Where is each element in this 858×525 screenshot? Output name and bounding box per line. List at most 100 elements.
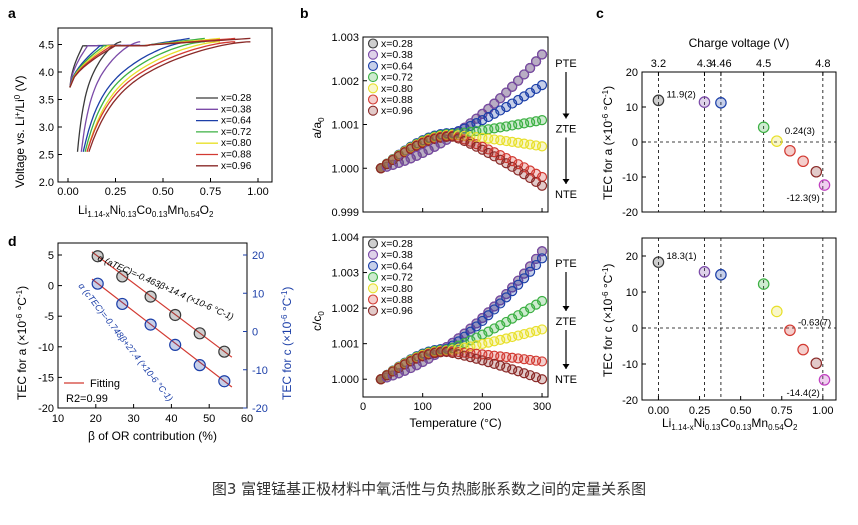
a-discharge-curve <box>88 41 251 153</box>
panel-b-top-point <box>381 161 392 172</box>
panel-b-bottom-point <box>513 330 524 341</box>
c-top-axis-title: Charge voltage (V) <box>689 36 790 50</box>
c-xlabel: Li1.14-xNi0.13Co0.13Mn0.54O2 <box>662 416 798 432</box>
legend-label: x=0.72 <box>381 272 413 284</box>
panel-b-bottom-xlabel: Temperature (°C) <box>409 416 501 430</box>
panel-b-bottom-annotation: NTE <box>555 374 577 386</box>
panel-label: b <box>300 5 309 21</box>
panel-c-bottom-point <box>797 343 809 356</box>
d-fit-line-a <box>91 251 233 358</box>
d-equation-a: α (aTEC)=-0.463β+14.4 (×10-6 °C-1) <box>96 253 235 322</box>
c-xtick-label: 0.50 <box>730 405 751 417</box>
c-top-tick-label: 4.46 <box>710 58 731 70</box>
panel-b-bottom-point <box>530 372 542 383</box>
panel-label: c <box>596 5 604 21</box>
panel-c-bottom-y-tick-label: 10 <box>626 287 638 299</box>
panel-b-top-point <box>501 87 512 98</box>
panel-b-bottom-point <box>536 253 548 264</box>
panel-c-bottom: -20 -10 0 10 20 0.00 0.25 0.50 0.75 1.00 Li1.14-xN… <box>601 237 837 432</box>
legend-marker <box>367 272 379 283</box>
panel-c-top-point <box>652 94 665 107</box>
panel-b-top-point <box>530 56 542 67</box>
panel-b-top-point <box>489 108 500 119</box>
panel-c-top-point <box>757 121 770 134</box>
d-yright-tick-label: 10 <box>252 288 264 300</box>
panel-b-bottom-point <box>489 336 500 347</box>
panel-b-bottom-point <box>530 259 542 271</box>
legend-label: x=0.88 <box>221 150 252 161</box>
panel-c-bottom-point <box>698 266 711 278</box>
panel-b-top-point <box>513 165 524 176</box>
panel-b-bottom-xtick-label: 200 <box>473 401 491 413</box>
panel-b-bottom-point <box>483 307 494 318</box>
legend-marker <box>367 294 379 305</box>
panel-b-bottom-point <box>501 316 512 328</box>
panel-c-top-point-label: 11.9(2) <box>666 89 695 100</box>
legend-marker <box>367 260 379 271</box>
panel-b-bottom-point <box>524 266 536 277</box>
panel-a: a 0.00 0.25 0.50 0.75 1.00 2.0 2.5 3.0 3.5 4.0 4.5 L… <box>8 5 273 219</box>
a-x-tick-label: 1.00 <box>247 186 268 198</box>
panel-b-top-point <box>536 171 548 183</box>
panel-c-bottom-y-tick-label: 0 <box>632 323 638 335</box>
a-y-tick-label: 4.0 <box>39 67 54 79</box>
d-yleft-tick-label: -5 <box>44 311 54 323</box>
legend-label: x=0.28 <box>381 238 413 250</box>
panel-b-top-point <box>507 81 518 92</box>
panel-b-bottom-point <box>495 298 506 309</box>
panel-b-bottom-point <box>536 324 548 335</box>
panel-b-top-point <box>411 150 422 161</box>
d-yleft-tick-label: -20 <box>38 403 54 415</box>
d-point-c <box>144 318 157 331</box>
panel-b-bottom-y-tick-label: 1.004 <box>331 232 359 244</box>
panel-b-bottom-point <box>459 350 470 361</box>
d-fit-line-c <box>91 278 233 388</box>
panel-b-bottom-xtick-label: 0 <box>360 401 366 413</box>
panel-b-top-annotation: ZTE <box>556 124 577 136</box>
d-point-a <box>169 308 182 322</box>
d-yright-tick-label: -20 <box>252 403 268 415</box>
panel-c-top-point-label: -12.3(9) <box>786 193 819 204</box>
panel-b-top-point <box>483 111 494 123</box>
panel-b-bottom-xtick-label: 300 <box>533 401 551 413</box>
panel-b-top-point <box>507 161 518 172</box>
d-xtick-label: 50 <box>203 413 215 425</box>
panel-b-bottom-point <box>536 295 548 307</box>
legend-label: x=0.80 <box>381 283 413 295</box>
d-xtick-label: 30 <box>127 413 139 425</box>
panel-b-bottom-point <box>524 327 536 338</box>
d-point-a <box>116 270 129 283</box>
d-xtick-label: 40 <box>165 413 177 425</box>
a-discharge-curve <box>82 41 190 152</box>
panel-b-bottom-point <box>507 331 518 343</box>
panel-b-bottom-y-tick-label: 1.003 <box>331 268 359 280</box>
panel-c-bottom-ylabel: TEC for c (×10-6 °C-1) <box>601 264 615 377</box>
panel-c-top-y-tick-label: 20 <box>626 67 638 79</box>
legend-label: x=0.38 <box>221 104 252 115</box>
panel-c-top-y-tick-label: 10 <box>626 102 638 114</box>
d-point-a <box>218 345 231 358</box>
panel-b-top-annotation: NTE <box>555 189 577 201</box>
panel-b-top-y-tick-label: 1.003 <box>331 32 359 44</box>
legend-marker <box>367 105 379 116</box>
legend-marker <box>367 49 379 60</box>
panel-b-top-point <box>477 141 488 152</box>
panel-c-bottom-y-tick-label: -10 <box>622 359 638 371</box>
panel-b-bottom-point <box>507 313 518 324</box>
panel-b-top-point <box>519 91 530 102</box>
panel-b-top-point <box>530 168 542 179</box>
legend-label: x=0.64 <box>381 260 413 272</box>
panel-c-bottom-point-label: 18.3(1) <box>666 251 696 262</box>
legend-label: x=0.88 <box>381 294 413 306</box>
d-yleft-tick-label: 0 <box>48 281 54 293</box>
d-point-c <box>193 359 206 372</box>
panel-b-top: b0.9991.0001.0011.0021.003a/a0x=0.28x=0.… <box>300 5 577 219</box>
panel-b-bottom-point <box>489 358 500 369</box>
panel-b-bottom-point <box>501 292 512 303</box>
d-ylabel-right: TEC for c (×10-6 °C-1) <box>280 287 294 400</box>
a-xlabel: Li1.14-xNi0.13Co0.13Mn0.54O2 <box>78 203 214 219</box>
panel-b-bottom-point <box>536 246 548 257</box>
panel-c-top-y-tick-label: -20 <box>622 207 638 219</box>
panel-b-top-point <box>507 98 518 109</box>
